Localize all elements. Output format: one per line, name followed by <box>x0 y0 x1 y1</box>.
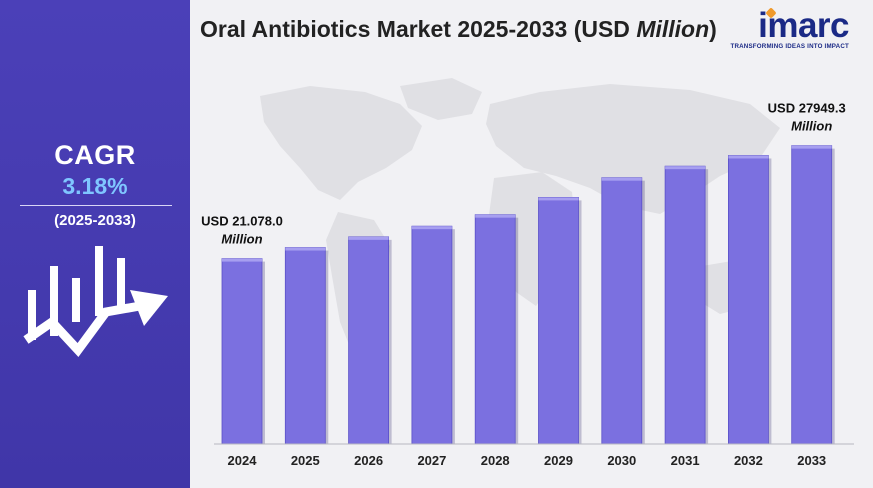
bars <box>221 145 835 445</box>
bar-chart: 2024 2025 2026 2027 2028 2029 2030 2031 2032 2033… <box>201 78 854 468</box>
cagr-label: CAGR <box>54 140 136 170</box>
x-tick-label-2031: 2031 <box>671 453 700 468</box>
bar-top-2027 <box>411 226 452 230</box>
x-tick-label-2027: 2027 <box>417 453 446 468</box>
x-tick-label-2024: 2024 <box>228 453 258 468</box>
logo-wordmark: imarc <box>758 6 849 45</box>
data-label-value: USD 27949.3 <box>768 101 846 116</box>
data-labels: USD 21.078.0 Million USD 27949.3 Million <box>201 101 846 247</box>
title-end: ) <box>709 16 717 42</box>
x-tick-label-2029: 2029 <box>544 453 573 468</box>
tick-labels: 2024 2025 2026 2027 2028 2029 2030 2031 2032 2033 <box>228 453 827 468</box>
cagr-period: (2025-2033) <box>54 212 136 229</box>
imarc-logo: imarc TRANSFORMING IDEAS INTO IMPACT <box>729 6 859 54</box>
bar-top-2024 <box>222 258 262 262</box>
cagr-panel: CAGR 3.18% (2025-2033) <box>0 0 190 488</box>
x-tick-label-2028: 2028 <box>481 453 510 468</box>
x-tick-label-2025: 2025 <box>291 453 320 468</box>
x-tick-label-2032: 2032 <box>734 453 763 468</box>
data-label-unit: Million <box>791 119 832 134</box>
data-label-value: USD 21.078.0 <box>201 214 283 229</box>
title-text: Oral Antibiotics Market 2025-2033 (USD <box>200 16 637 42</box>
bar-top-2030 <box>601 177 642 181</box>
bar-2025 <box>284 247 326 445</box>
chart-title: Oral Antibiotics Market 2025-2033 (USD M… <box>200 14 740 45</box>
bar-2032 <box>728 155 769 445</box>
bar-2029 <box>538 197 579 445</box>
bar-2024 <box>221 258 263 445</box>
bar-2027 <box>411 225 453 445</box>
x-tick-label-2030: 2030 <box>607 453 636 468</box>
bar-top-2031 <box>665 166 706 170</box>
x-tick-label-2026: 2026 <box>354 453 383 468</box>
bar-top-2026 <box>348 236 389 240</box>
logo-tagline: TRANSFORMING IDEAS INTO IMPACT <box>730 43 849 50</box>
divider <box>20 205 172 206</box>
bar-2033 <box>791 145 833 445</box>
chart-area: 2024 2025 2026 2027 2028 2029 2030 2031 2032 2033… <box>190 0 873 488</box>
x-tick-label-2033: 2033 <box>797 453 826 468</box>
cagr-value: 3.18% <box>62 173 128 199</box>
data-label-unit: Million <box>221 232 262 247</box>
bar-top-2032 <box>728 155 769 159</box>
bar-2026 <box>348 236 390 445</box>
bar-2028 <box>474 214 516 445</box>
title-unit: Million <box>636 16 710 42</box>
bar-top-2033 <box>791 145 832 149</box>
bar-2031 <box>664 165 706 445</box>
bar-top-2025 <box>285 247 326 251</box>
bar-top-2029 <box>538 197 579 201</box>
bar-2030 <box>601 177 643 445</box>
logo-accent-icon <box>765 7 777 19</box>
growth-chart-icon <box>23 246 168 358</box>
bar-top-2028 <box>475 214 516 218</box>
